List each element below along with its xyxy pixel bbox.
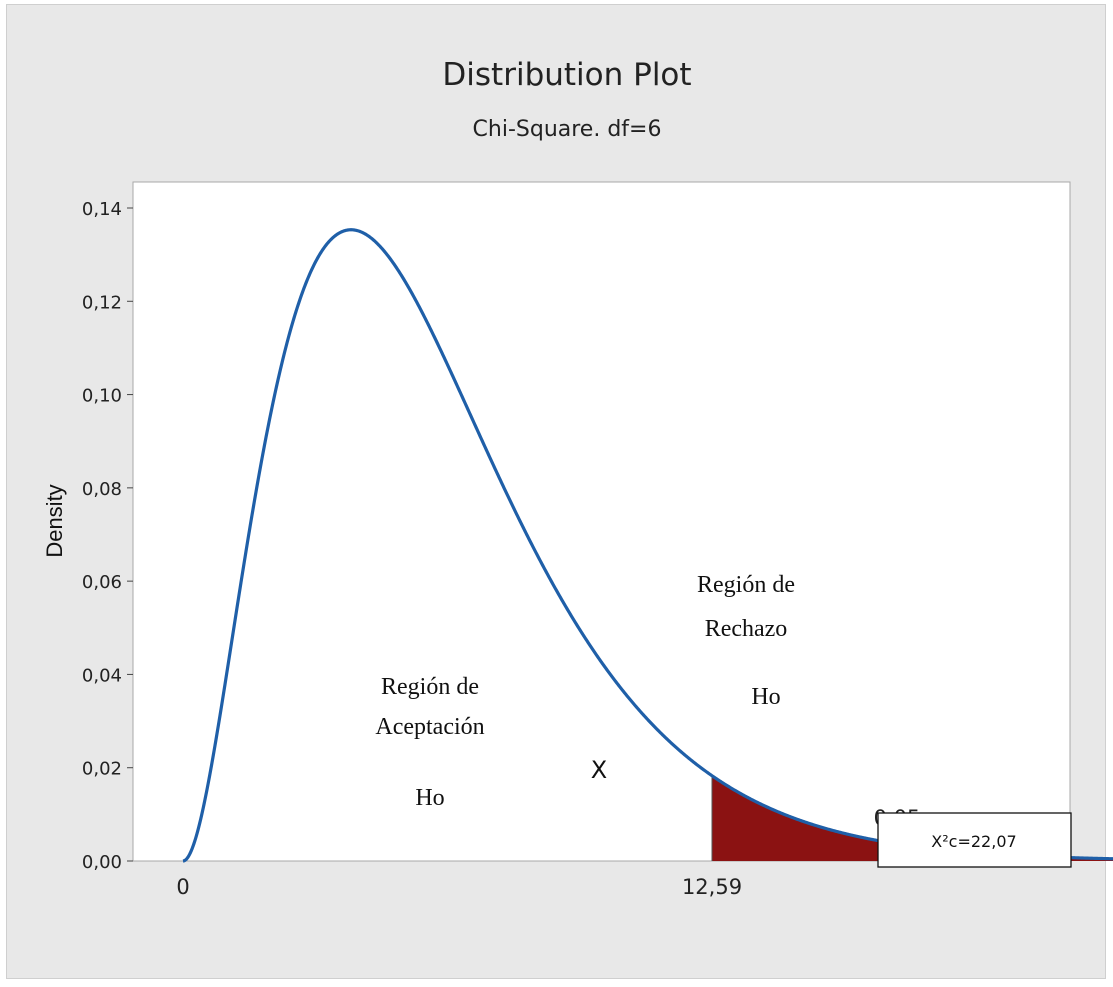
density-curve-layer — [182, 228, 1113, 863]
rejection-region-area — [712, 775, 1113, 861]
acceptance-label-line1: Región de — [381, 674, 479, 700]
chart-title: Distribution Plot — [442, 57, 691, 93]
y-tick-label: 0,08 — [82, 479, 122, 500]
y-axis: 0,00 0,02 0,04 0,06 0,08 0,10 0,12 0,14 — [82, 199, 133, 873]
acceptance-ho-label: Ho — [415, 785, 444, 811]
y-tick-label: 0,04 — [82, 665, 122, 686]
y-tick-label: 0,12 — [82, 292, 122, 313]
y-tick-label: 0,14 — [82, 199, 122, 220]
plot-area — [132, 181, 1071, 862]
y-tick-label: 0,06 — [82, 572, 122, 593]
rejection-label-line1: Región de — [697, 572, 795, 598]
x-tick-label: 12,59 — [682, 875, 742, 899]
x-axis-label: X — [591, 756, 607, 784]
stat-box — [877, 812, 1072, 868]
density-curve — [182, 228, 1113, 863]
x-tick-label: 0 — [176, 875, 189, 899]
rejection-label-line2: Rechazo — [705, 616, 788, 642]
x-axis: 0 12,59 — [176, 875, 742, 899]
rejection-ho-label: Ho — [751, 684, 780, 710]
y-tick-label: 0,02 — [82, 759, 122, 780]
y-tick-label: 0,00 — [82, 852, 122, 873]
y-tick-label: 0,10 — [82, 386, 122, 407]
rejection-region-layer — [711, 775, 1113, 861]
y-axis-label: Density — [42, 484, 67, 557]
chart-subtitle: Chi-Square. df=6 — [473, 117, 662, 142]
stat-box-value: X²c=22,07 — [931, 832, 1016, 851]
acceptance-label-line2: Aceptación — [375, 714, 484, 740]
